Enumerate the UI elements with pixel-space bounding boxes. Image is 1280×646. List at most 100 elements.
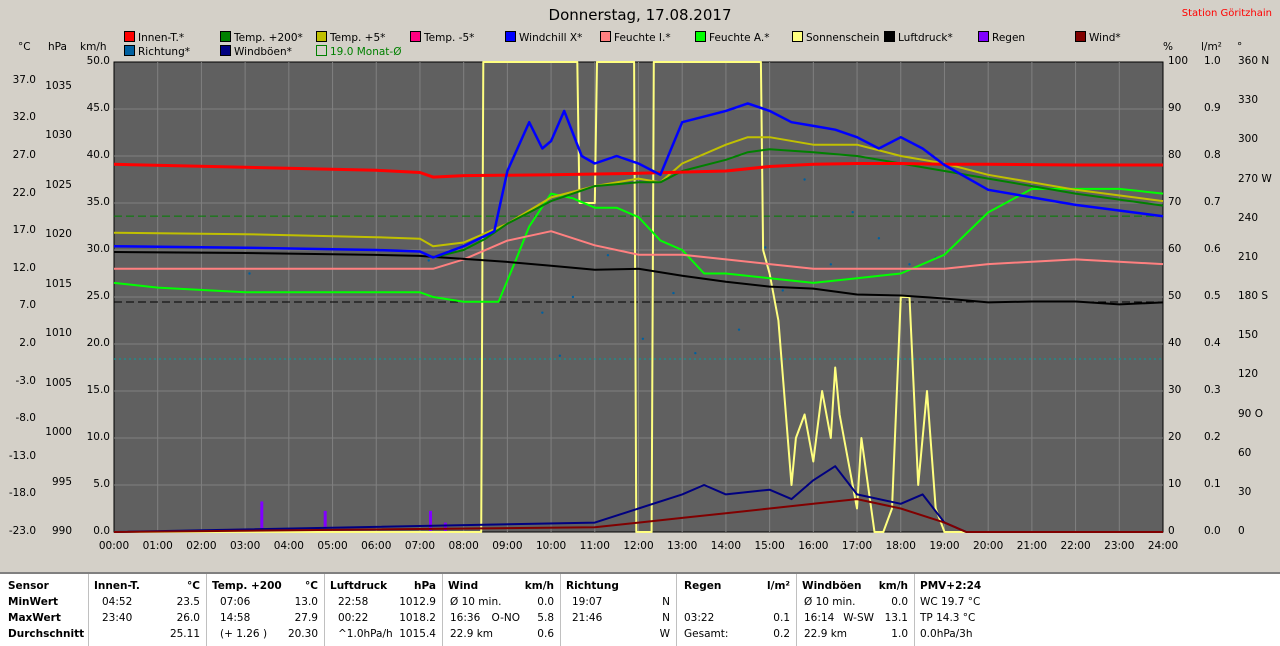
legend-item: Feuchte I.*	[600, 31, 671, 44]
summary-unit: °C	[187, 580, 200, 592]
unit-percent: %	[1163, 41, 1173, 53]
summary-value: 1012.9	[399, 596, 436, 608]
series-line	[113, 251, 1164, 306]
tick-percent: 90	[1168, 102, 1182, 114]
tick-percent: 50	[1168, 290, 1182, 302]
summary-value: 0.0hPa/3h	[920, 628, 973, 640]
legend-item: Regen	[978, 31, 1025, 44]
series-line	[113, 102, 1164, 259]
tick-degree: 120	[1238, 368, 1259, 381]
summary-unit: °C	[305, 580, 318, 592]
summary-value: 0.2	[773, 628, 790, 640]
tick-hpa: 995	[51, 475, 72, 488]
tick-percent: 70	[1168, 196, 1182, 208]
direction-point	[541, 311, 544, 314]
summary-time: 03:22	[684, 612, 715, 624]
summary-time: 00:22	[338, 612, 369, 624]
legend-label: Feuchte A.*	[709, 32, 770, 44]
tick-degree: 360 N	[1238, 55, 1270, 67]
summary-value: 0.0	[537, 596, 554, 608]
summary-divider	[560, 574, 561, 646]
summary-value: 27.9	[294, 612, 318, 624]
summary-header: Luftdruck	[330, 580, 388, 592]
summary-row-label: MinWert	[8, 596, 59, 608]
tick-hpa: 1030	[45, 129, 72, 142]
tick-time: 03:00	[229, 540, 261, 552]
rain-bar	[443, 522, 447, 532]
legend-swatch	[695, 31, 706, 42]
tick-hpa: 1035	[45, 79, 72, 92]
tick-time: 07:00	[404, 540, 436, 552]
legend-swatch	[410, 31, 421, 42]
unit-hpa: hPa	[48, 41, 67, 53]
legend-label: 19.0 Monat-Ø	[330, 46, 402, 58]
tick-lm2: 0.9	[1204, 102, 1221, 114]
tick-percent: 0	[1168, 525, 1175, 537]
series-line	[113, 465, 1163, 533]
tick-degree: 210	[1238, 250, 1259, 263]
tick-hpa: 1025	[45, 178, 72, 191]
legend-label: Regen	[992, 32, 1026, 44]
legend-swatch	[884, 31, 895, 42]
tick-time: 16:00	[798, 540, 829, 552]
legend-swatch	[220, 31, 231, 42]
summary-value: N	[662, 612, 670, 624]
summary-header: Innen-T.	[94, 580, 140, 592]
summary-value: 1.0	[891, 628, 908, 640]
summary-time: 22:58	[338, 596, 369, 608]
legend-label: Temp. +5*	[330, 32, 386, 44]
tick-kmh: 5.0	[93, 478, 110, 490]
summary-value: 26.0	[176, 612, 200, 624]
summary-value: 25.11	[169, 628, 200, 640]
summary-value: 13.1	[884, 612, 908, 624]
tick-lm2: 1.0	[1204, 55, 1221, 67]
legend-swatch	[1075, 31, 1086, 42]
tick-kmh: 25.0	[86, 290, 110, 302]
direction-point	[803, 178, 806, 181]
summary-header: Sensor	[8, 580, 49, 592]
tick-lm2: 0.7	[1204, 196, 1221, 208]
summary-unit: l/m²	[767, 580, 790, 592]
series-line	[113, 498, 1163, 533]
tick-celsius: -3.0	[15, 374, 37, 387]
legend-swatch	[505, 31, 516, 42]
tick-degree: 240	[1238, 211, 1259, 224]
tick-percent: 60	[1168, 243, 1182, 255]
summary-time: 19:07	[572, 596, 603, 608]
direction-point	[606, 254, 610, 257]
legend-label: Innen-T.*	[138, 32, 185, 44]
tick-kmh: 20.0	[86, 337, 110, 349]
tick-time: 21:00	[1016, 540, 1047, 552]
tick-degree: 150	[1238, 329, 1259, 342]
legend-swatch	[792, 31, 803, 42]
tick-hpa: 1020	[45, 228, 72, 241]
tick-time: 08:00	[448, 540, 479, 552]
legend-label: Temp. -5*	[424, 32, 475, 44]
tick-time: 19:00	[929, 540, 960, 552]
summary-unit: km/h	[878, 580, 908, 592]
summary-divider	[914, 574, 915, 646]
summary-time: Ø 10 min.	[450, 596, 502, 608]
direction-point	[641, 337, 645, 340]
legend-item: 19.0 Monat-Ø	[316, 45, 401, 58]
legend-item: Temp. +5*	[316, 31, 385, 44]
summary-header: Wind	[448, 580, 479, 592]
summary-header: PMV+2:24	[920, 580, 982, 592]
unit-celsius: °C	[18, 41, 31, 53]
tick-time: 17:00	[841, 540, 873, 552]
legend-swatch	[220, 45, 231, 56]
legend-label: Windböen*	[234, 46, 292, 58]
tick-time: 02:00	[186, 540, 217, 552]
tick-celsius: 2.0	[19, 337, 36, 349]
summary-time: 16:14	[804, 612, 835, 624]
legend-item: Wind*	[1075, 31, 1121, 44]
summary-time: 14:58	[220, 612, 251, 624]
rain-bar	[323, 510, 327, 532]
series-line	[113, 162, 1163, 179]
direction-point	[764, 246, 767, 249]
direction-point	[558, 354, 562, 357]
legend-swatch	[124, 45, 135, 56]
tick-lm2: 0.0	[1204, 525, 1221, 537]
tick-celsius: -23.0	[8, 525, 36, 537]
summary-direction: W-SW	[843, 612, 874, 624]
